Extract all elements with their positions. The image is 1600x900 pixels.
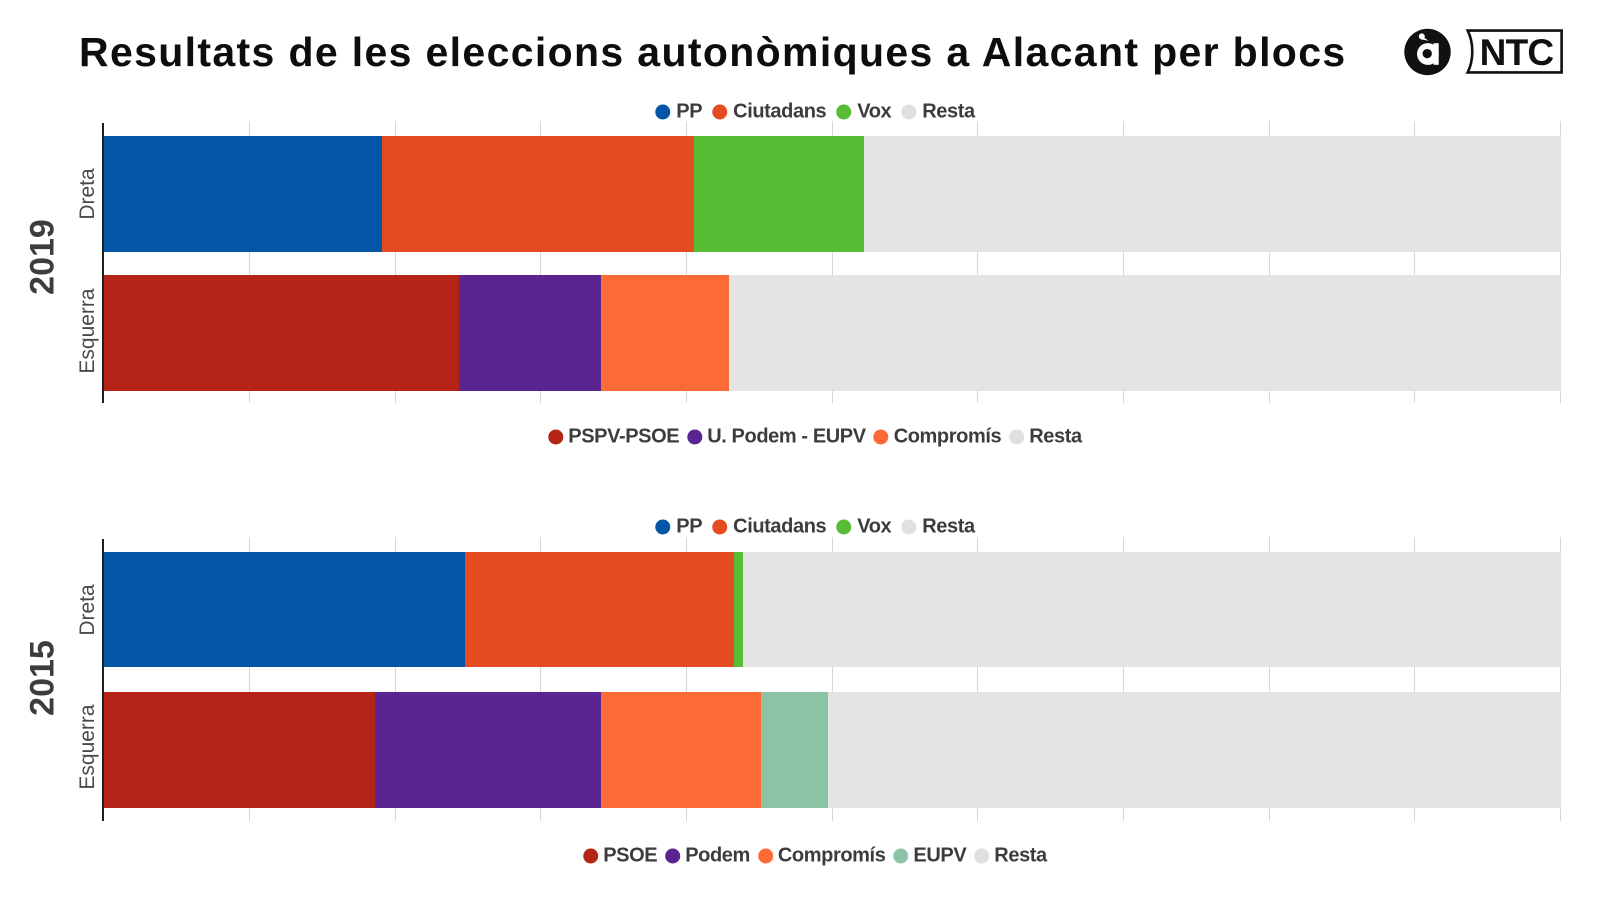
svg-text:NTC: NTC: [1480, 32, 1554, 73]
